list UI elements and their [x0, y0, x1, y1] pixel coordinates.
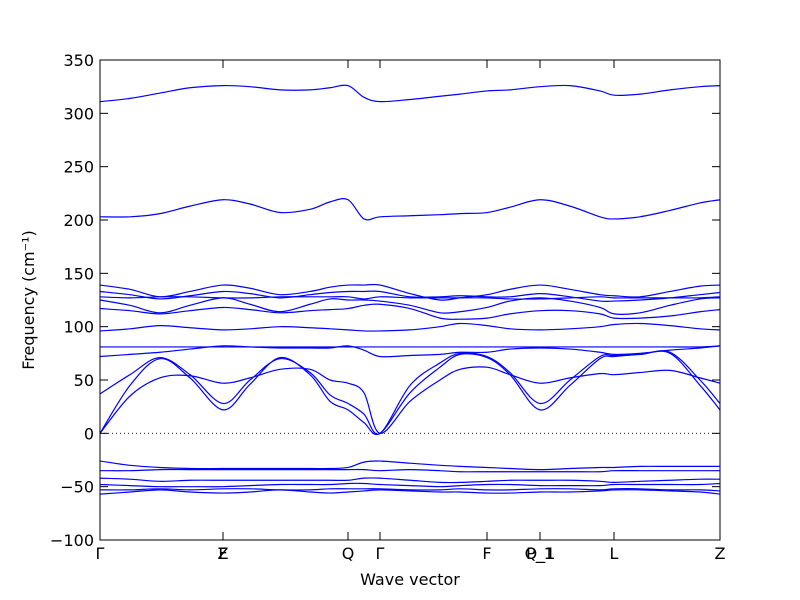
y-tick-label: 300	[63, 104, 94, 123]
y-tick-label: 250	[63, 158, 94, 177]
y-tick-label: 100	[63, 318, 94, 337]
x-tick-label: Z	[715, 544, 726, 563]
x-tick-label: Q	[342, 544, 355, 563]
y-tick-label: 50	[74, 371, 94, 390]
band-line	[99, 303, 721, 320]
band-line	[99, 350, 721, 436]
plot-frame	[99, 59, 721, 541]
y-axis-label: Frequency (cm⁻¹)	[19, 230, 38, 369]
band-line	[100, 345, 721, 348]
band-line	[99, 477, 721, 484]
band-line	[99, 283, 721, 301]
x-tick-label: F	[482, 544, 491, 563]
band-line	[99, 84, 721, 103]
x-tick-label: Γ	[96, 544, 105, 563]
band-line	[99, 345, 721, 358]
y-tick-label: 350	[63, 51, 94, 70]
band-line	[99, 460, 720, 471]
band-line	[99, 366, 721, 434]
x-tick-label: L	[610, 544, 619, 563]
x-axis-label: Wave vector	[360, 570, 460, 589]
y-tick-label: −50	[60, 478, 94, 497]
band-line	[99, 468, 720, 473]
x-tick-label: Q_1	[525, 544, 556, 564]
x-tick-label: Γ	[376, 544, 385, 563]
y-tick-label: 0	[84, 424, 94, 443]
band-line	[99, 297, 721, 315]
band-line	[99, 198, 721, 221]
band-line	[99, 290, 721, 303]
x-tick-label: Z	[218, 544, 229, 563]
band-line	[99, 482, 721, 488]
x-tick-label: F	[218, 544, 227, 563]
band-line	[99, 489, 721, 495]
y-tick-label: 200	[63, 211, 94, 230]
y-tick-label: −100	[50, 531, 94, 550]
band-line	[99, 488, 721, 492]
x-tick-label: P_1	[526, 544, 554, 564]
y-tick-label: 150	[63, 264, 94, 283]
band-line	[99, 322, 721, 332]
band-line	[99, 350, 721, 435]
